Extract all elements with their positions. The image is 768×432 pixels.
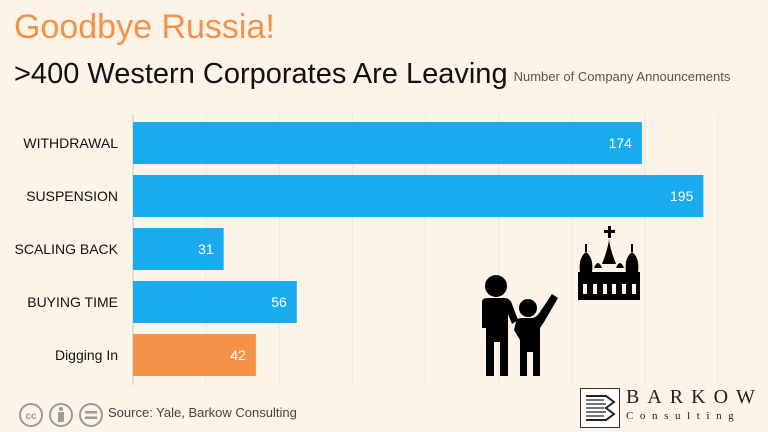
subtitle-note: Number of Company Announcements [513,69,731,84]
chart-subtitle: >400 Western Corporates Are Leaving Numbe… [14,58,730,91]
license-icons: cc [19,403,103,427]
bar-row: SCALING BACK 31 [15,228,224,270]
svg-text:cc: cc [25,411,37,422]
category-label: SUSPENSION [26,188,118,204]
page-title: Goodbye Russia! [14,8,275,46]
category-label: SCALING BACK [15,241,119,257]
source-note: Source: Yale, Barkow Consulting [108,405,297,420]
bar-row: Digging In 42 [55,334,256,376]
kremlin-icon [578,226,640,300]
value-label: 56 [271,294,287,310]
chart-bars: WITHDRAWAL 174 SUSPENSION 195 SCALING BACK 31… [15,122,704,376]
category-label: BUYING TIME [27,294,118,310]
bar-row: SUSPENSION 195 [26,175,704,217]
barkow-logo-icon [580,388,620,428]
brand-name: BARKOW [626,386,763,408]
category-label: Digging In [55,347,118,363]
brand-tagline: Consulting [626,410,741,422]
bar [133,334,256,376]
bar-row: WITHDRAWAL 174 [23,122,642,164]
value-label: 31 [198,241,214,257]
bar [133,281,297,323]
bar [133,228,224,270]
bar [133,122,642,164]
bar-chart: WITHDRAWAL 174 SUSPENSION 195 SCALING BACK 31… [15,114,719,385]
category-label: WITHDRAWAL [23,135,118,151]
cc-icon: cc [19,403,43,427]
value-label: 174 [609,135,633,151]
value-label: 42 [230,347,246,363]
bar [133,175,704,217]
no-derivatives-icon [79,403,103,427]
people-icon [482,275,558,376]
bar-row: BUYING TIME 56 [27,281,297,323]
value-label: 195 [670,188,694,204]
subtitle-text: >400 Western Corporates Are Leaving [14,58,508,90]
attribution-icon [49,403,73,427]
